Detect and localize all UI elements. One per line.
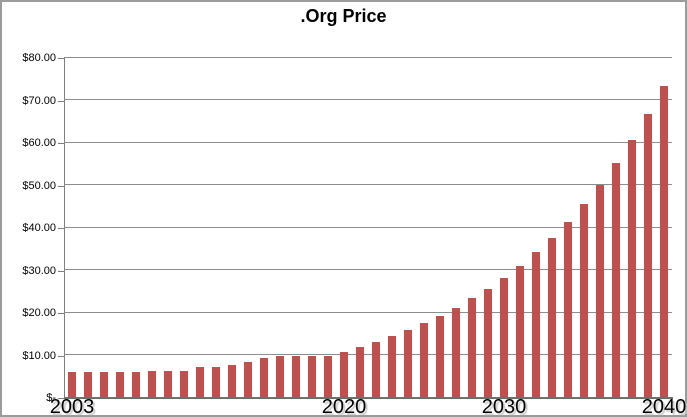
y-tick-mark-60 (58, 143, 64, 144)
bar-2033 (548, 238, 556, 398)
bar-2018 (308, 356, 316, 398)
bar-2013 (228, 365, 236, 398)
y-tick-label-30: $30.00 (22, 265, 56, 277)
y-tick-label-70: $70.00 (22, 95, 56, 107)
gridline-70 (64, 99, 672, 100)
y-tick-label-60: $60.00 (22, 137, 56, 149)
bar-2034 (564, 222, 572, 398)
x-axis-line (64, 397, 673, 399)
y-axis-line (64, 58, 65, 398)
bar-2016 (276, 356, 284, 398)
bar-2020 (340, 352, 348, 398)
bar-2025 (420, 323, 428, 398)
bar-2008 (148, 371, 156, 398)
bar-2006 (116, 372, 124, 398)
bar-2027 (452, 308, 460, 398)
y-tick-mark-30 (58, 271, 64, 272)
bar-2030 (500, 278, 508, 398)
gridline-60 (64, 142, 672, 143)
x-tick-label-2040: 2040 (641, 396, 687, 417)
bar-2022 (372, 342, 380, 398)
y-tick-mark-40 (58, 228, 64, 229)
y-tick-mark-20 (58, 313, 64, 314)
bar-2003 (68, 372, 76, 398)
y-tick-label-40: $40.00 (22, 222, 56, 234)
bar-2031 (516, 266, 524, 398)
bar-2017 (292, 356, 300, 398)
bar-2004 (84, 372, 92, 398)
bar-2021 (356, 347, 364, 398)
gridline-80 (64, 57, 672, 58)
bar-2009 (164, 371, 172, 398)
y-tick-label-0: $- (46, 392, 56, 404)
plot-area (64, 57, 672, 398)
bar-2011 (196, 367, 204, 398)
gridline-40 (64, 227, 672, 228)
bar-2015 (260, 358, 268, 398)
gridline-20 (64, 312, 672, 313)
y-tick-label-20: $20.00 (22, 307, 56, 319)
bar-2038 (628, 140, 636, 398)
gridline-50 (64, 184, 672, 185)
bar-2037 (612, 163, 620, 398)
bar-2007 (132, 372, 140, 398)
bar-2040 (660, 86, 668, 398)
bar-2028 (468, 298, 476, 398)
y-tick-label-80: $80.00 (22, 52, 56, 64)
y-tick-mark-70 (58, 101, 64, 102)
bar-2026 (436, 316, 444, 398)
y-tick-label-10: $10.00 (22, 350, 56, 362)
y-tick-mark-80 (58, 58, 64, 59)
bar-2010 (180, 371, 188, 398)
chart-title: .Org Price (300, 6, 387, 26)
bar-2012 (212, 367, 220, 398)
bar-2032 (532, 252, 540, 398)
gridline-30 (64, 269, 672, 270)
bar-2023 (388, 336, 396, 398)
bar-2005 (100, 372, 108, 398)
x-tick-label-2020: 2020 (321, 396, 367, 417)
bar-2024 (404, 330, 412, 398)
bar-2019 (324, 356, 332, 398)
x-tick-label-2003: 2003 (49, 396, 95, 417)
bar-2036 (596, 185, 604, 398)
y-tick-label-50: $50.00 (22, 180, 56, 192)
bar-2039 (644, 114, 652, 398)
y-tick-mark-50 (58, 186, 64, 187)
bar-2029 (484, 289, 492, 398)
bar-2035 (580, 204, 588, 398)
x-tick-label-2030: 2030 (481, 396, 527, 417)
bar-2014 (244, 362, 252, 398)
y-tick-mark-10 (58, 356, 64, 357)
y-tick-mark-0 (58, 398, 64, 399)
gridline-10 (64, 354, 672, 355)
